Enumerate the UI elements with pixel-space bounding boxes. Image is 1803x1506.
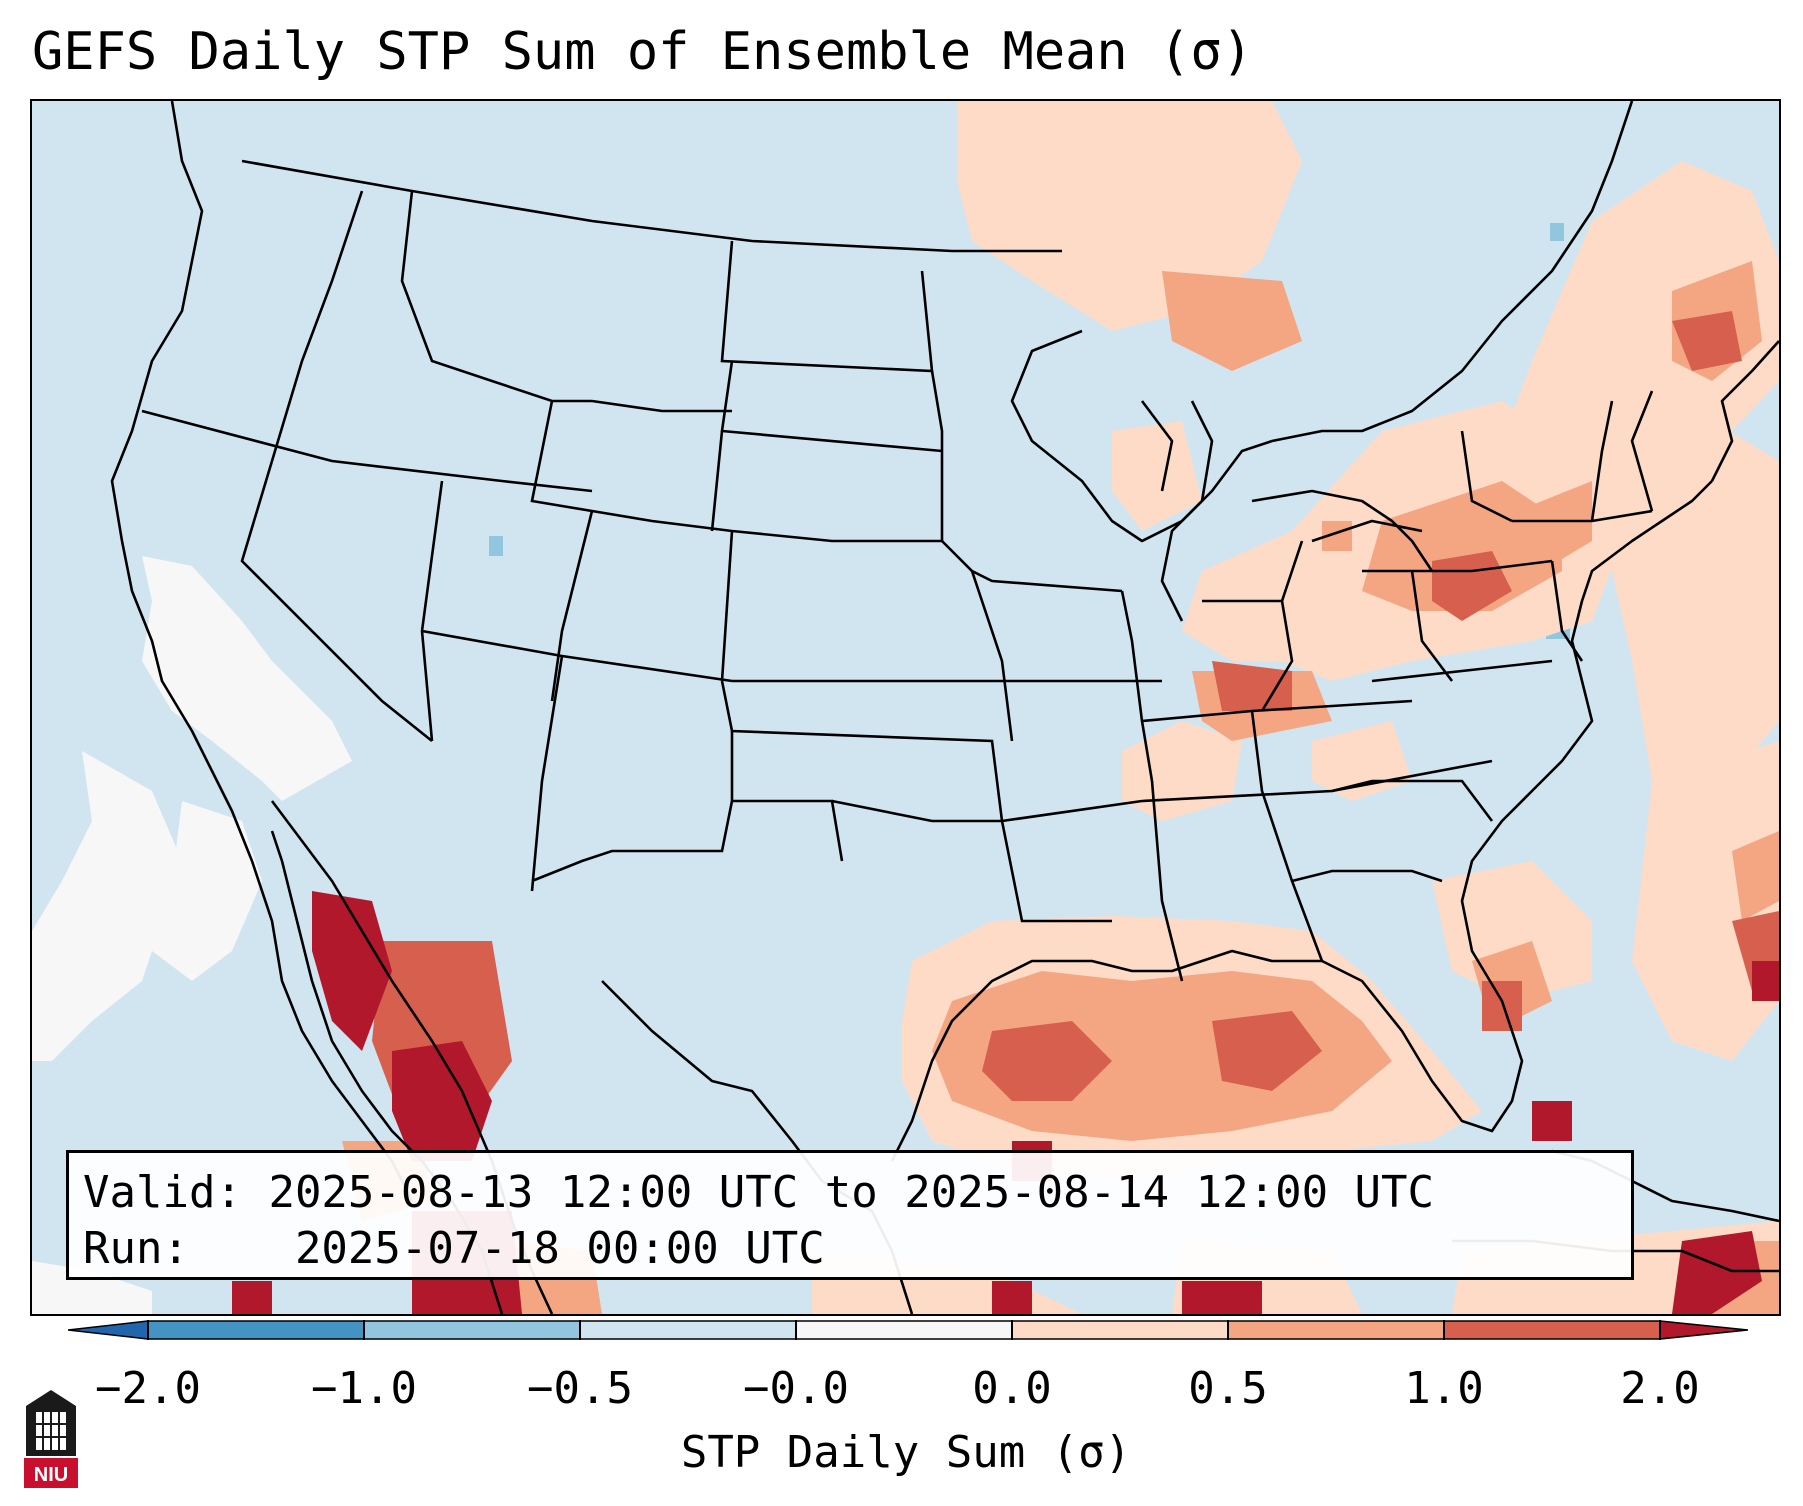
valid-label: Valid: (83, 1167, 242, 1218)
valid-time-box: Valid: 2025-08-13 12:00 UTC to 2025-08-1… (66, 1150, 1634, 1280)
colorbar-segment-6 (1228, 1321, 1444, 1339)
map-canvas (32, 101, 1779, 1314)
colorbar-extend-low (68, 1320, 149, 1340)
run-line: Run: 2025-07-18 00:00 UTC (83, 1221, 1617, 1277)
niu-logo: NIU (24, 1390, 78, 1488)
logo-text: NIU (34, 1464, 68, 1486)
colorbar-tick-label: −2.0 (95, 1363, 201, 1414)
colorbar-tick-label: −0.5 (527, 1363, 633, 1414)
colorbar-tick-label: 0.5 (1188, 1363, 1268, 1414)
colorbar-tick-label: 2.0 (1620, 1363, 1700, 1414)
state-borders (141, 159, 1654, 982)
colorbar-tick-label: 0.0 (972, 1363, 1052, 1414)
neutral-region-pacific (32, 556, 352, 1314)
colorbar-segment-4 (796, 1321, 1012, 1339)
colorbar-segment-1 (148, 1321, 364, 1339)
colorbar-segment-7 (1444, 1321, 1660, 1339)
valid-line: Valid: 2025-08-13 12:00 UTC to 2025-08-1… (83, 1165, 1617, 1221)
colorbar-segment-2 (364, 1321, 580, 1339)
colorbar-tick-label: 1.0 (1404, 1363, 1484, 1414)
colorbar (68, 1320, 1748, 1340)
valid-value: 2025-08-13 12:00 UTC to 2025-08-14 12:00… (268, 1167, 1435, 1218)
run-label: Run: (83, 1223, 189, 1274)
colorbar-extend-high (1659, 1320, 1748, 1340)
colorbar-tick-label: −0.0 (743, 1363, 849, 1414)
colorbar-segment-5 (1012, 1321, 1228, 1339)
colorbar-label: STP Daily Sum (σ) (680, 1427, 1132, 1478)
colorbar-segment-3 (580, 1321, 796, 1339)
colorbar-tick-label: −1.0 (311, 1363, 417, 1414)
map-title: GEFS Daily STP Sum of Ensemble Mean (σ) (32, 22, 1253, 82)
colorbar-ticks (147, 1320, 1661, 1340)
run-value: 2025-07-18 00:00 UTC (294, 1223, 825, 1274)
map-panel (30, 99, 1781, 1316)
